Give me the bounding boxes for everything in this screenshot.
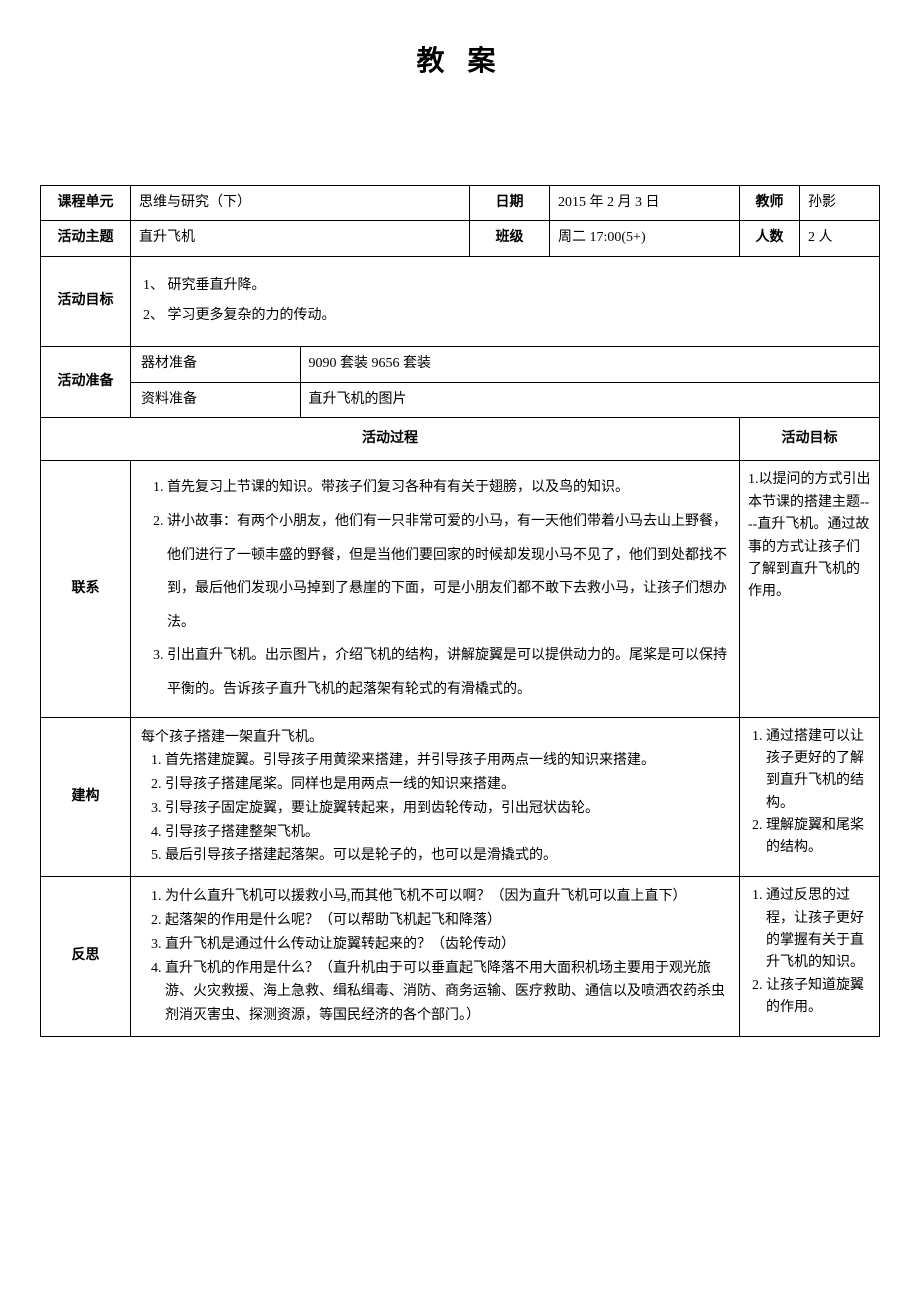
reflect-item-1: 为什么直升飞机可以援救小马,而其他飞机不可以啊？（因为直升飞机可以直上直下）	[165, 885, 729, 909]
objective-item-2: 2、 学习更多复杂的力的传动。	[143, 301, 867, 332]
objectives-content: 1、 研究垂直升降。 2、 学习更多复杂的力的传动。	[131, 256, 880, 347]
equip-label: 器材准备	[131, 347, 301, 382]
topic-label: 活动主题	[41, 221, 131, 256]
reflect-label: 反思	[41, 877, 131, 1037]
reflect-item-3: 直升飞机是通过什么传动让旋翼转起来的？（齿轮传动）	[165, 933, 729, 957]
build-goal-2: 理解旋翼和尾桨的结构。	[766, 815, 871, 860]
goals-header-label: 活动目标	[740, 417, 880, 460]
topic-value: 直升飞机	[131, 221, 470, 256]
build-label: 建构	[41, 717, 131, 877]
lesson-plan-table: 课程单元 思维与研究（下） 日期 2015 年 2 月 3 日 教师 孙影 活动…	[40, 185, 880, 1037]
equip-value: 9090 套装 9656 套装	[300, 347, 880, 382]
connect-row: 联系 首先复习上节课的知识。带孩子们复习各种有有关于翅膀，以及鸟的知识。 讲小故…	[41, 461, 880, 717]
class-label: 班级	[470, 221, 550, 256]
count-label: 人数	[740, 221, 800, 256]
build-item-5: 最后引导孩子搭建起落架。可以是轮子的，也可以是滑撬式的。	[165, 844, 729, 868]
build-item-1: 首先搭建旋翼。引导孩子用黄梁来搭建，并引导孩子用两点一线的知识来搭建。	[165, 749, 729, 773]
reflect-item-2: 起落架的作用是什么呢？（可以帮助飞机起飞和降落）	[165, 909, 729, 933]
build-intro: 每个孩子搭建一架直升飞机。	[141, 726, 729, 750]
build-item-3: 引导孩子固定旋翼，要让旋翼转起来，用到齿轮传动，引出冠状齿轮。	[165, 797, 729, 821]
process-label: 活动过程	[41, 417, 740, 460]
header-row-1: 课程单元 思维与研究（下） 日期 2015 年 2 月 3 日 教师 孙影	[41, 185, 880, 220]
date-label: 日期	[470, 185, 550, 220]
reflect-content: 为什么直升飞机可以援救小马,而其他飞机不可以啊？（因为直升飞机可以直上直下） 起…	[131, 877, 740, 1037]
material-value: 直升飞机的图片	[300, 382, 880, 417]
connect-content: 首先复习上节课的知识。带孩子们复习各种有有关于翅膀，以及鸟的知识。 讲小故事：有…	[131, 461, 740, 717]
objective-item-1: 1、 研究垂直升降。	[143, 271, 867, 302]
process-header-row: 活动过程 活动目标	[41, 417, 880, 460]
unit-value: 思维与研究（下）	[131, 185, 470, 220]
connect-label: 联系	[41, 461, 131, 717]
build-content: 每个孩子搭建一架直升飞机。 首先搭建旋翼。引导孩子用黄梁来搭建，并引导孩子用两点…	[131, 717, 740, 877]
connect-item-2: 讲小故事：有两个小朋友，他们有一只非常可爱的小马，有一天他们带着小马去山上野餐，…	[167, 505, 727, 639]
teacher-label: 教师	[740, 185, 800, 220]
reflect-goal-1: 通过反思的过程，让孩子更好的掌握有关于直升飞机的知识。	[766, 885, 871, 975]
objectives-row: 活动目标 1、 研究垂直升降。 2、 学习更多复杂的力的传动。	[41, 256, 880, 347]
prep-row-2: 资料准备 直升飞机的图片	[41, 382, 880, 417]
connect-item-3: 引出直升飞机。出示图片，介绍飞机的结构，讲解旋翼是可以提供动力的。尾桨是可以保持…	[167, 639, 727, 706]
reflect-goals: 通过反思的过程，让孩子更好的掌握有关于直升飞机的知识。 让孩子知道旋翼的作用。	[740, 877, 880, 1037]
connect-item-1: 首先复习上节课的知识。带孩子们复习各种有有关于翅膀，以及鸟的知识。	[167, 471, 727, 505]
build-item-2: 引导孩子搭建尾桨。同样也是用两点一线的知识来搭建。	[165, 773, 729, 797]
date-value: 2015 年 2 月 3 日	[550, 185, 740, 220]
class-value: 周二 17:00(5+)	[550, 221, 740, 256]
material-label: 资料准备	[131, 382, 301, 417]
page-title: 教 案	[40, 40, 880, 85]
build-item-4: 引导孩子搭建整架飞机。	[165, 821, 729, 845]
build-goals: 通过搭建可以让孩子更好的了解到直升飞机的结构。 理解旋翼和尾桨的结构。	[740, 717, 880, 877]
build-row: 建构 每个孩子搭建一架直升飞机。 首先搭建旋翼。引导孩子用黄梁来搭建，并引导孩子…	[41, 717, 880, 877]
reflect-item-4: 直升飞机的作用是什么？（直升机由于可以垂直起飞降落不用大面积机场主要用于观光旅游…	[165, 957, 729, 1028]
build-goal-1: 通过搭建可以让孩子更好的了解到直升飞机的结构。	[766, 726, 871, 816]
connect-goals: 1.以提问的方式引出本节课的搭建主题----直升飞机。通过故事的方式让孩子们了解…	[740, 461, 880, 717]
count-value: 2 人	[800, 221, 880, 256]
unit-label: 课程单元	[41, 185, 131, 220]
prep-row-1: 活动准备 器材准备 9090 套装 9656 套装	[41, 347, 880, 382]
prep-label: 活动准备	[41, 347, 131, 418]
teacher-value: 孙影	[800, 185, 880, 220]
header-row-2: 活动主题 直升飞机 班级 周二 17:00(5+) 人数 2 人	[41, 221, 880, 256]
reflect-row: 反思 为什么直升飞机可以援救小马,而其他飞机不可以啊？（因为直升飞机可以直上直下…	[41, 877, 880, 1037]
reflect-goal-2: 让孩子知道旋翼的作用。	[766, 975, 871, 1020]
objectives-label: 活动目标	[41, 256, 131, 347]
